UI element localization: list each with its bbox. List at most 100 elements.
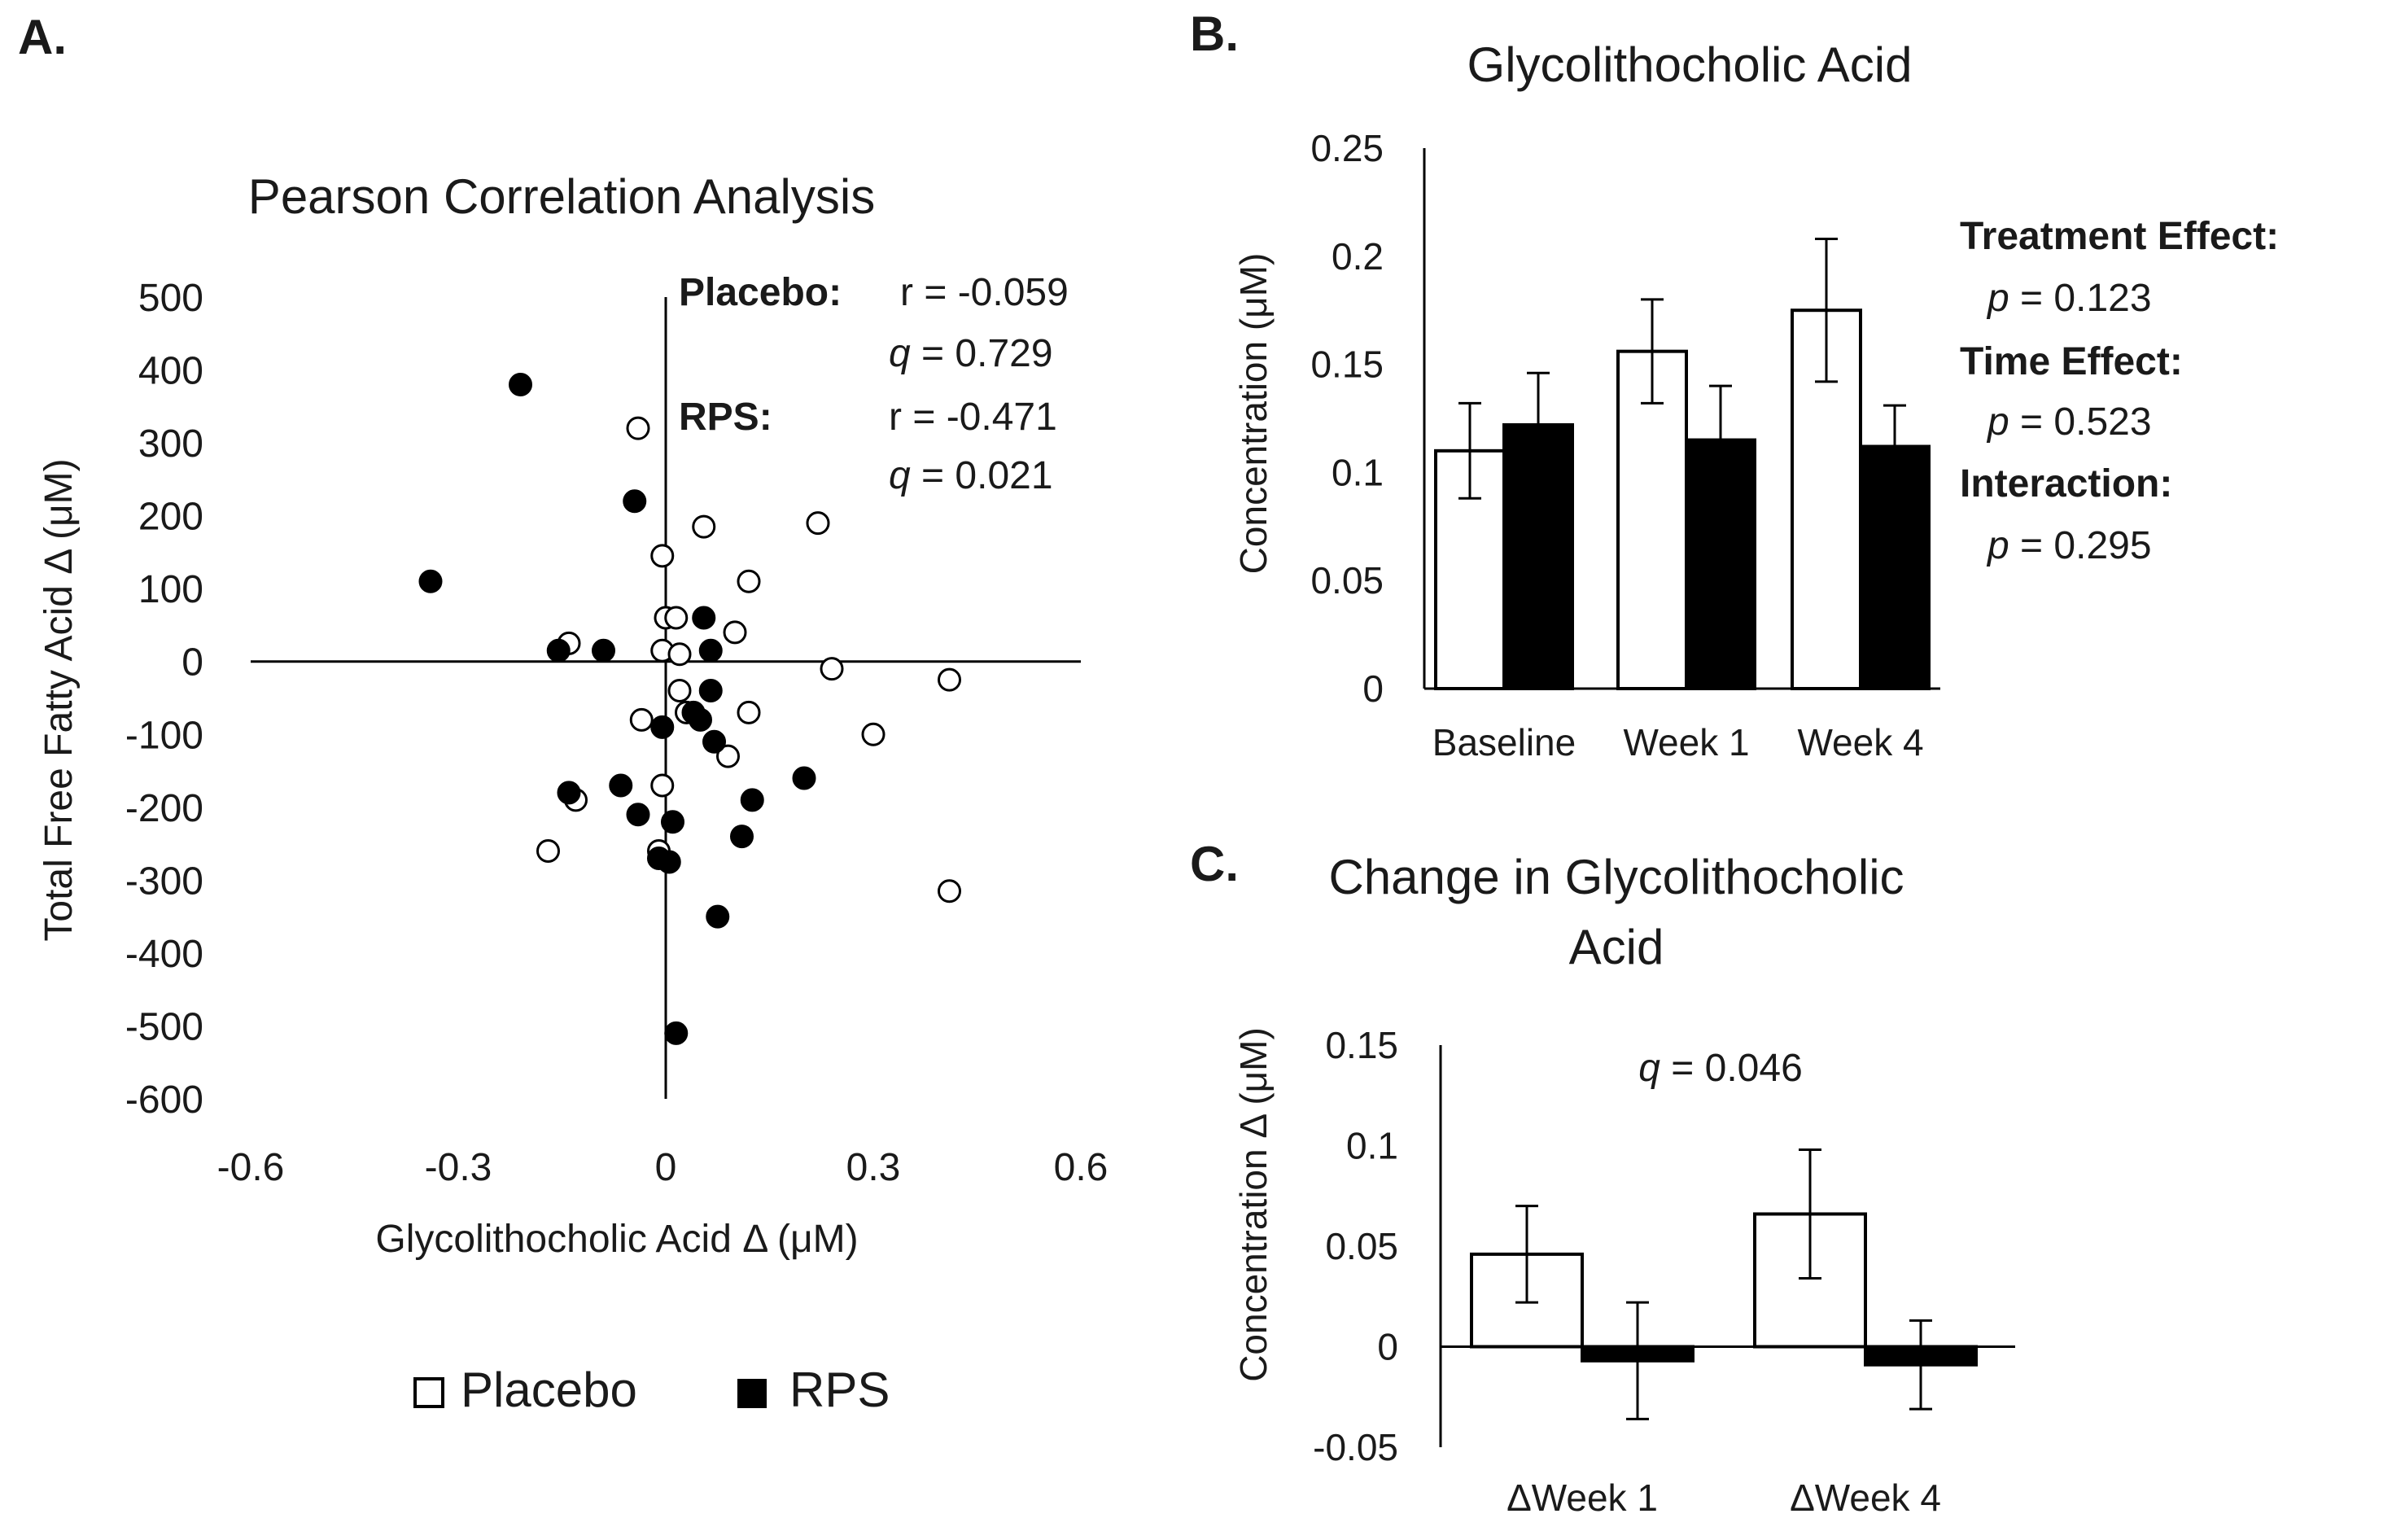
y-tick-label: 0.15 (1310, 343, 1384, 386)
rps-point (592, 638, 615, 663)
error-bar (1883, 404, 1906, 489)
y-tick-label: -0.05 (1313, 1426, 1398, 1468)
bar-chart-c-bars (1470, 1148, 1978, 1420)
bar-chart-b-categories: Baseline Week 1 Week 4 (1432, 721, 1924, 763)
x-tick-label: -0.3 (425, 1146, 492, 1189)
error-bar (1815, 238, 1838, 383)
error-bar (1626, 1301, 1649, 1420)
panel-b-label: B. (1190, 7, 1239, 61)
interaction-p: p = 0.295 (1986, 524, 2152, 567)
placebo-point (938, 667, 961, 692)
placebo-point (806, 511, 830, 536)
correlation-annotation: Placebo: r = -0.059 q = 0.729 RPS: r = -… (679, 271, 1069, 497)
y-tick-label: 0.15 (1325, 1024, 1398, 1066)
y-tick-label: 0.1 (1346, 1125, 1398, 1167)
x-tick-label: 0.3 (846, 1146, 901, 1189)
rps-point (706, 904, 730, 929)
placebo-point (861, 722, 886, 746)
rps-point (557, 781, 581, 805)
bar-chart-c-categories: ΔWeek 1 ΔWeek 4 (1506, 1477, 1941, 1519)
placebo-point (664, 606, 689, 630)
rps-point (509, 372, 532, 396)
error-bar (1641, 298, 1664, 405)
rps-point (692, 606, 716, 630)
rps-point (792, 766, 816, 790)
placebo-bar (1616, 349, 1688, 690)
y-tick-label: -500 (125, 1005, 203, 1048)
category-label: Week 4 (1797, 721, 1923, 763)
rps-point (730, 825, 754, 849)
legend-placebo-swatch (413, 1377, 444, 1408)
error-bar (1799, 1148, 1821, 1280)
treatment-effect-label: Treatment Effect: (1960, 215, 2279, 258)
placebo-point (737, 569, 761, 593)
placebo-point (650, 544, 675, 568)
scatter-chart: Pearson Correlation Analysis 500 400 300 20… (37, 169, 1108, 1417)
rps-point (626, 803, 650, 827)
placebo-point (716, 744, 740, 768)
rps-point (623, 489, 647, 514)
rps-point (698, 679, 723, 703)
bar-chart-b-title: Glycolithocholic Acid (1467, 37, 1913, 92)
placebo-q-value: q = 0.729 (889, 332, 1053, 375)
y-tick-label: 0.05 (1325, 1225, 1398, 1267)
rps-point (546, 638, 571, 663)
scatter-x-label: Glycolithocholic Acid Δ (μM) (375, 1218, 858, 1261)
bar-chart-b-y-label: Concentration (μM) (1232, 253, 1275, 575)
scatter-y-label: Total Free Fatty Acid Δ (μM) (37, 458, 81, 941)
error-bar (1909, 1319, 1932, 1411)
rps-point (661, 810, 684, 834)
rps-point (664, 1021, 689, 1045)
y-tick-label: 0.25 (1310, 127, 1384, 169)
bar-chart-c-y-label: Concentration Δ (μM) (1232, 1027, 1275, 1382)
bar-chart-b-y-ticks: 0.25 0.2 0.15 0.1 0.05 0 (1310, 127, 1384, 710)
bar-chart-c-axes (1439, 1045, 2015, 1447)
category-label: ΔWeek 1 (1506, 1477, 1658, 1519)
y-tick-label: 0 (1362, 667, 1384, 710)
placebo-point (536, 839, 560, 864)
placebo-point (650, 773, 675, 798)
rps-point (702, 729, 726, 754)
x-tick-label: 0.6 (1054, 1146, 1109, 1189)
y-tick-label: 500 (138, 277, 203, 320)
panel-c-label: C. (1190, 837, 1239, 891)
legend-rps-label: RPS (789, 1363, 890, 1417)
error-bar (1515, 1205, 1538, 1304)
y-tick-label: -400 (125, 933, 203, 976)
rps-point (740, 788, 764, 812)
bar-chart-concentration: Glycolithocholic Acid Concentration (μM)… (1232, 37, 2279, 763)
bar-chart-c-title-line2: Acid (1569, 920, 1664, 974)
scatter-title: Pearson Correlation Analysis (248, 169, 875, 224)
y-tick-label: 400 (138, 350, 203, 393)
placebo-r-value: r = -0.059 (900, 271, 1069, 314)
placebo-point (737, 700, 761, 724)
x-tick-label: 0 (655, 1146, 677, 1189)
rps-point (698, 638, 723, 663)
rps-point (681, 700, 706, 724)
scatter-y-ticks: 500 400 300 200 100 0 -100 -200 -300 -400 -500 -600 (125, 277, 203, 1122)
rps-annotation-label: RPS: (679, 396, 772, 439)
change-q-value: q = 0.046 (1638, 1047, 1803, 1090)
bar-chart-c-y-ticks: 0.15 0.1 0.05 0 -0.05 (1313, 1024, 1398, 1468)
y-tick-label: -300 (125, 860, 203, 903)
rps-point (418, 569, 443, 593)
y-tick-label: 0 (181, 641, 203, 685)
rps-point (657, 850, 681, 874)
error-bar (1458, 401, 1481, 500)
error-bar (1709, 384, 1732, 496)
category-label: Week 1 (1623, 721, 1749, 763)
legend-placebo-label: Placebo (461, 1363, 637, 1417)
bar-chart-c-title-line1: Change in Glycolithocholic (1328, 850, 1904, 904)
category-label: ΔWeek 4 (1790, 1477, 1941, 1519)
placebo-point (723, 620, 747, 645)
placebo-point (667, 642, 692, 667)
y-tick-label: -600 (125, 1078, 203, 1122)
placebo-annotation-label: Placebo: (679, 271, 842, 314)
scatter-points (418, 372, 961, 1045)
rps-point (650, 715, 675, 739)
rps-r-value: r = -0.471 (889, 396, 1057, 439)
rps-point (609, 773, 633, 798)
time-effect-p: p = 0.523 (1986, 400, 2152, 444)
bar-chart-b-bars (1434, 238, 1931, 691)
